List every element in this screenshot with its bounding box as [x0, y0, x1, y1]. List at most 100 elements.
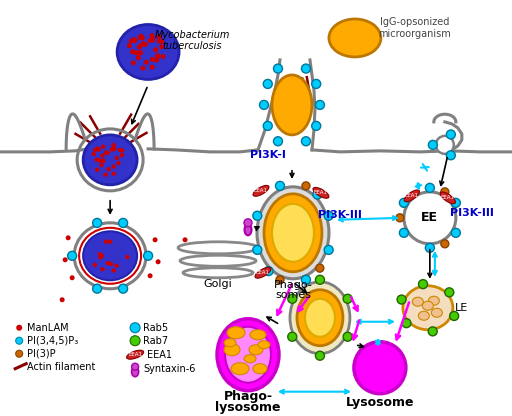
- Circle shape: [156, 259, 161, 264]
- Ellipse shape: [126, 350, 144, 359]
- Ellipse shape: [244, 355, 256, 363]
- Ellipse shape: [412, 297, 423, 306]
- Circle shape: [140, 36, 145, 41]
- Circle shape: [101, 144, 105, 149]
- Circle shape: [399, 198, 409, 207]
- Circle shape: [129, 39, 134, 44]
- Circle shape: [451, 198, 460, 207]
- Circle shape: [110, 147, 114, 152]
- Circle shape: [150, 37, 155, 42]
- Circle shape: [150, 33, 155, 38]
- Circle shape: [138, 50, 142, 55]
- Text: ManLAM: ManLAM: [27, 323, 69, 333]
- Ellipse shape: [440, 192, 456, 204]
- Circle shape: [264, 267, 273, 275]
- Circle shape: [130, 49, 135, 54]
- Circle shape: [103, 173, 108, 177]
- Circle shape: [288, 294, 297, 303]
- Circle shape: [154, 58, 159, 63]
- Circle shape: [155, 53, 160, 58]
- Circle shape: [302, 275, 310, 284]
- Text: microorganism: microorganism: [378, 29, 451, 39]
- Circle shape: [263, 79, 272, 89]
- Circle shape: [428, 327, 437, 336]
- Circle shape: [100, 153, 105, 158]
- Circle shape: [343, 294, 352, 303]
- Circle shape: [147, 38, 153, 43]
- Ellipse shape: [258, 341, 270, 349]
- Circle shape: [137, 45, 142, 50]
- Circle shape: [153, 47, 158, 52]
- Ellipse shape: [132, 366, 139, 377]
- Ellipse shape: [231, 363, 249, 375]
- Text: Phago-: Phago-: [224, 390, 272, 403]
- Circle shape: [70, 275, 75, 280]
- Circle shape: [425, 183, 434, 192]
- Ellipse shape: [255, 267, 271, 278]
- Circle shape: [144, 60, 149, 65]
- Text: Golgi: Golgi: [204, 279, 232, 289]
- Circle shape: [399, 228, 409, 237]
- Circle shape: [315, 275, 325, 284]
- Circle shape: [141, 41, 146, 46]
- Circle shape: [62, 257, 68, 262]
- Circle shape: [150, 37, 155, 42]
- Circle shape: [288, 332, 297, 341]
- Circle shape: [253, 211, 262, 220]
- Circle shape: [450, 312, 459, 320]
- Circle shape: [273, 64, 283, 73]
- Ellipse shape: [83, 231, 137, 280]
- Circle shape: [120, 148, 124, 153]
- Text: Lysosome: Lysosome: [346, 396, 414, 409]
- Text: PI(3)P: PI(3)P: [27, 349, 56, 359]
- Circle shape: [108, 240, 112, 244]
- Circle shape: [112, 147, 116, 151]
- Circle shape: [316, 264, 324, 272]
- Circle shape: [114, 264, 119, 268]
- Circle shape: [119, 218, 127, 228]
- Circle shape: [112, 171, 116, 176]
- Circle shape: [244, 219, 252, 227]
- Ellipse shape: [272, 204, 314, 262]
- Ellipse shape: [257, 187, 329, 279]
- Text: EEA1: EEA1: [441, 196, 455, 201]
- Circle shape: [68, 251, 77, 260]
- Circle shape: [105, 151, 110, 155]
- Ellipse shape: [217, 319, 279, 391]
- Ellipse shape: [297, 290, 343, 346]
- Circle shape: [92, 152, 96, 156]
- Circle shape: [99, 254, 104, 258]
- Circle shape: [302, 64, 310, 73]
- Circle shape: [136, 55, 141, 60]
- Circle shape: [93, 263, 97, 267]
- Ellipse shape: [403, 286, 453, 330]
- Text: somes: somes: [275, 290, 311, 300]
- Circle shape: [402, 319, 411, 328]
- Circle shape: [273, 137, 283, 146]
- Circle shape: [445, 288, 454, 297]
- Circle shape: [275, 181, 285, 191]
- Circle shape: [153, 237, 158, 242]
- Circle shape: [324, 211, 333, 220]
- Ellipse shape: [431, 308, 442, 317]
- Text: EEA1: EEA1: [405, 193, 419, 198]
- Text: LE: LE: [455, 303, 468, 313]
- Circle shape: [96, 146, 100, 151]
- Circle shape: [139, 34, 144, 39]
- Ellipse shape: [422, 301, 433, 310]
- Circle shape: [183, 237, 187, 242]
- Circle shape: [100, 267, 104, 271]
- Circle shape: [159, 44, 164, 49]
- Circle shape: [425, 243, 434, 252]
- Text: Syntaxin-6: Syntaxin-6: [143, 364, 196, 374]
- Ellipse shape: [404, 192, 456, 244]
- Circle shape: [312, 121, 321, 130]
- Ellipse shape: [429, 296, 439, 305]
- Text: PI(3,4,5)P₃: PI(3,4,5)P₃: [27, 336, 78, 346]
- Circle shape: [253, 245, 262, 255]
- Ellipse shape: [74, 223, 146, 289]
- Circle shape: [96, 147, 101, 152]
- Circle shape: [93, 284, 101, 293]
- Circle shape: [140, 66, 145, 71]
- Circle shape: [97, 158, 101, 163]
